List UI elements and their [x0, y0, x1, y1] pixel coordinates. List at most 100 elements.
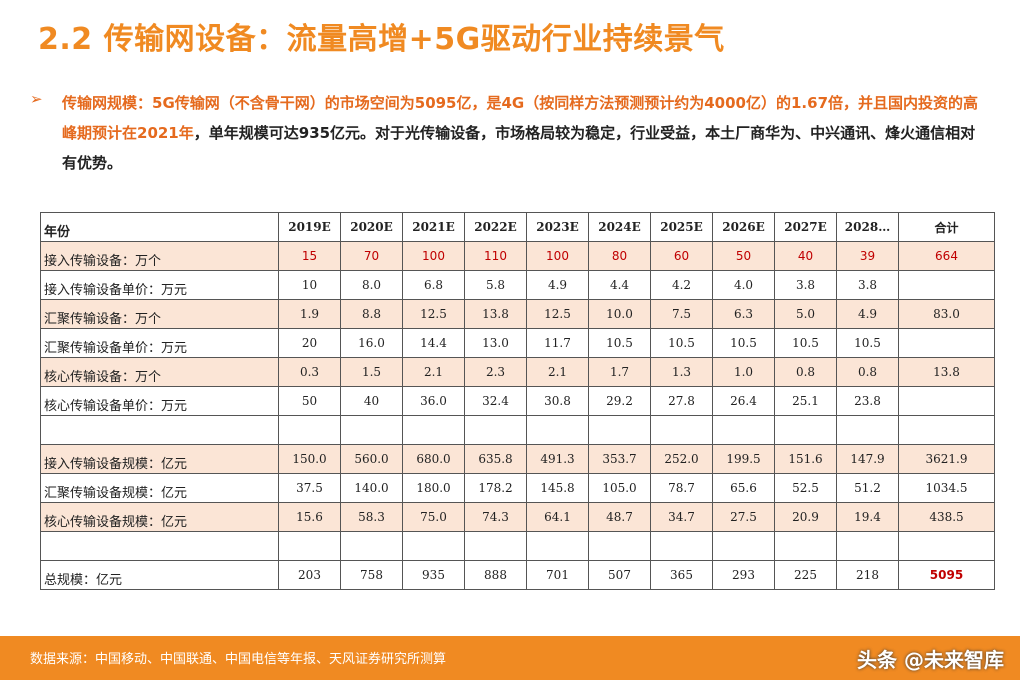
table-cell: 105.0 [588, 473, 651, 503]
table-cell [712, 415, 775, 445]
table-cell [774, 531, 837, 561]
table-cell: 0.8 [836, 357, 899, 387]
row-label: 接入传输设备：万个 [40, 241, 279, 271]
table-cell: 150.0 [278, 444, 341, 474]
table-cell: 1.3 [650, 357, 713, 387]
table-cell: 140.0 [340, 473, 403, 503]
page-title: 2.2 传输网设备：流量高增+5G驱动行业持续景气 [38, 22, 725, 57]
table-cell: 40 [340, 386, 403, 416]
table-cell: 27.5 [712, 502, 775, 532]
table-cell [712, 531, 775, 561]
table-cell [588, 531, 651, 561]
table-cell: 438.5 [898, 502, 995, 532]
table-cell: 218 [836, 560, 899, 590]
table-cell: 15 [278, 241, 341, 271]
table-cell: 30.8 [526, 386, 589, 416]
table-cell: 15.6 [278, 502, 341, 532]
row-label: 总规模：亿元 [40, 560, 279, 590]
row-label: 核心传输设备单价：万元 [40, 386, 279, 416]
table-cell: 34.7 [650, 502, 713, 532]
table-cell: 7.5 [650, 299, 713, 329]
table-cell: 4.9 [836, 299, 899, 329]
table-cell: 20 [278, 328, 341, 358]
row-label [40, 531, 279, 561]
table-cell: 26.4 [712, 386, 775, 416]
table-row: 汇聚传输设备单价：万元 20 16.0 14.4 13.0 11.7 10.5 10.5 10.… [40, 328, 995, 358]
table-cell: 180.0 [402, 473, 465, 503]
table-cell: 40 [774, 241, 837, 271]
table-cell: 27.8 [650, 386, 713, 416]
summary-text: 传输网规模：5G传输网（不含骨干网）的市场空间为5095亿，是4G（按同样方法预… [62, 88, 990, 178]
table-cell [278, 415, 341, 445]
table-cell: 4.9 [526, 270, 589, 300]
table-cell: 4.2 [650, 270, 713, 300]
table-cell: 560.0 [340, 444, 403, 474]
table-cell: 203 [278, 560, 341, 590]
table-cell: 13.8 [464, 299, 527, 329]
table-cell [464, 531, 527, 561]
table-row: 汇聚传输设备规模：亿元 37.5 140.0 180.0 178.2 145.8 105.0… [40, 473, 995, 503]
table-cell: 100 [402, 241, 465, 271]
table-row: 接入传输设备：万个 15 70 100 110 100 80 60 50 40 39 664 [40, 241, 995, 271]
table-cell: 199.5 [712, 444, 775, 474]
table-cell: 100 [526, 241, 589, 271]
table-cell [526, 415, 589, 445]
row-label: 汇聚传输设备单价：万元 [40, 328, 279, 358]
bullet-arrow-icon: ➢ [30, 90, 43, 108]
table-cell [898, 531, 995, 561]
data-source: 数据来源：中国移动、中国联通、中国电信等年报、天风证券研究所测算 [30, 652, 447, 667]
table-header-row: 年份 2019E 2020E 2021E 2022E 2023E 2024E 2025E 202… [40, 212, 995, 242]
table-cell: 8.0 [340, 270, 403, 300]
table-cell [588, 415, 651, 445]
table-cell: 78.7 [650, 473, 713, 503]
table-cell: 10 [278, 270, 341, 300]
table-cell: 25.1 [774, 386, 837, 416]
table-cell: 10.5 [712, 328, 775, 358]
table-cell [836, 531, 899, 561]
table-cell: 58.3 [340, 502, 403, 532]
table-cell: 10.5 [588, 328, 651, 358]
table-cell: 16.0 [340, 328, 403, 358]
table-blank-row [40, 531, 995, 561]
watermark: 头条 @未来智库 [857, 648, 1004, 672]
table-cell: 2.1 [526, 357, 589, 387]
table-cell: 6.8 [402, 270, 465, 300]
table-cell: 2022E [464, 212, 527, 242]
table-cell [402, 531, 465, 561]
table-row: 接入传输设备规模：亿元 150.0 560.0 680.0 635.8 491.3 353.… [40, 444, 995, 474]
table-cell: 110 [464, 241, 527, 271]
table-cell: 758 [340, 560, 403, 590]
table-cell: 178.2 [464, 473, 527, 503]
table-cell: 5.8 [464, 270, 527, 300]
table-cell: 19.4 [836, 502, 899, 532]
table-cell: 8.8 [340, 299, 403, 329]
table-cell: 39 [836, 241, 899, 271]
table-cell: 2020E [340, 212, 403, 242]
table-cell: 147.9 [836, 444, 899, 474]
table-cell: 23.8 [836, 386, 899, 416]
table-cell: 4.4 [588, 270, 651, 300]
table-cell: 合计 [898, 212, 995, 242]
table-cell: 36.0 [402, 386, 465, 416]
table-cell [340, 531, 403, 561]
footer-bar: 数据来源：中国移动、中国联通、中国电信等年报、天风证券研究所测算 头条 @未来智… [0, 636, 1020, 680]
row-label: 核心传输设备：万个 [40, 357, 279, 387]
table-cell: 293 [712, 560, 775, 590]
table-cell: 32.4 [464, 386, 527, 416]
table-cell: 10.5 [774, 328, 837, 358]
table-total-row: 总规模：亿元 203 758 935 888 701 507 365 293 225 218 5095 [40, 560, 995, 590]
row-label: 接入传输设备规模：亿元 [40, 444, 279, 474]
table-cell [464, 415, 527, 445]
table-cell [526, 531, 589, 561]
table-cell: 2.1 [402, 357, 465, 387]
table-cell: 3.8 [836, 270, 899, 300]
table-cell [898, 328, 995, 358]
table-row: 汇聚传输设备：万个 1.9 8.8 12.5 13.8 12.5 10.0 7.5 6.3 5.0… [40, 299, 995, 329]
table-cell: 74.3 [464, 502, 527, 532]
table-cell: 935 [402, 560, 465, 590]
table-cell: 2028… [836, 212, 899, 242]
table-cell [650, 531, 713, 561]
table-cell [650, 415, 713, 445]
table-cell: 64.1 [526, 502, 589, 532]
table-cell: 3621.9 [898, 444, 995, 474]
